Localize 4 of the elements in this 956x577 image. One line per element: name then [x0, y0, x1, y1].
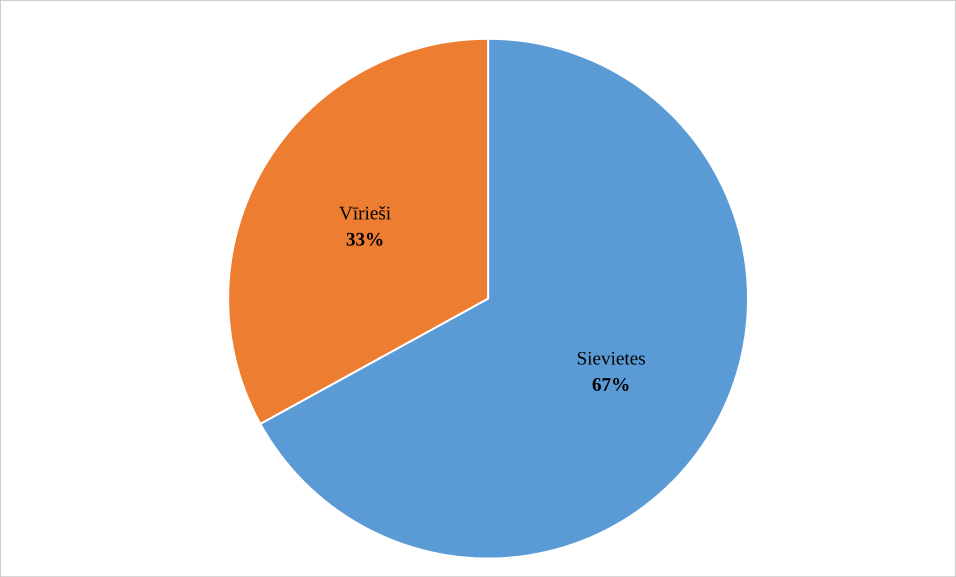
data-label: 33% [346, 232, 382, 246]
slice-label: Vīrieši [339, 206, 391, 220]
slice-label: Sievietes [578, 352, 645, 365]
data-label: 67% [592, 378, 628, 391]
